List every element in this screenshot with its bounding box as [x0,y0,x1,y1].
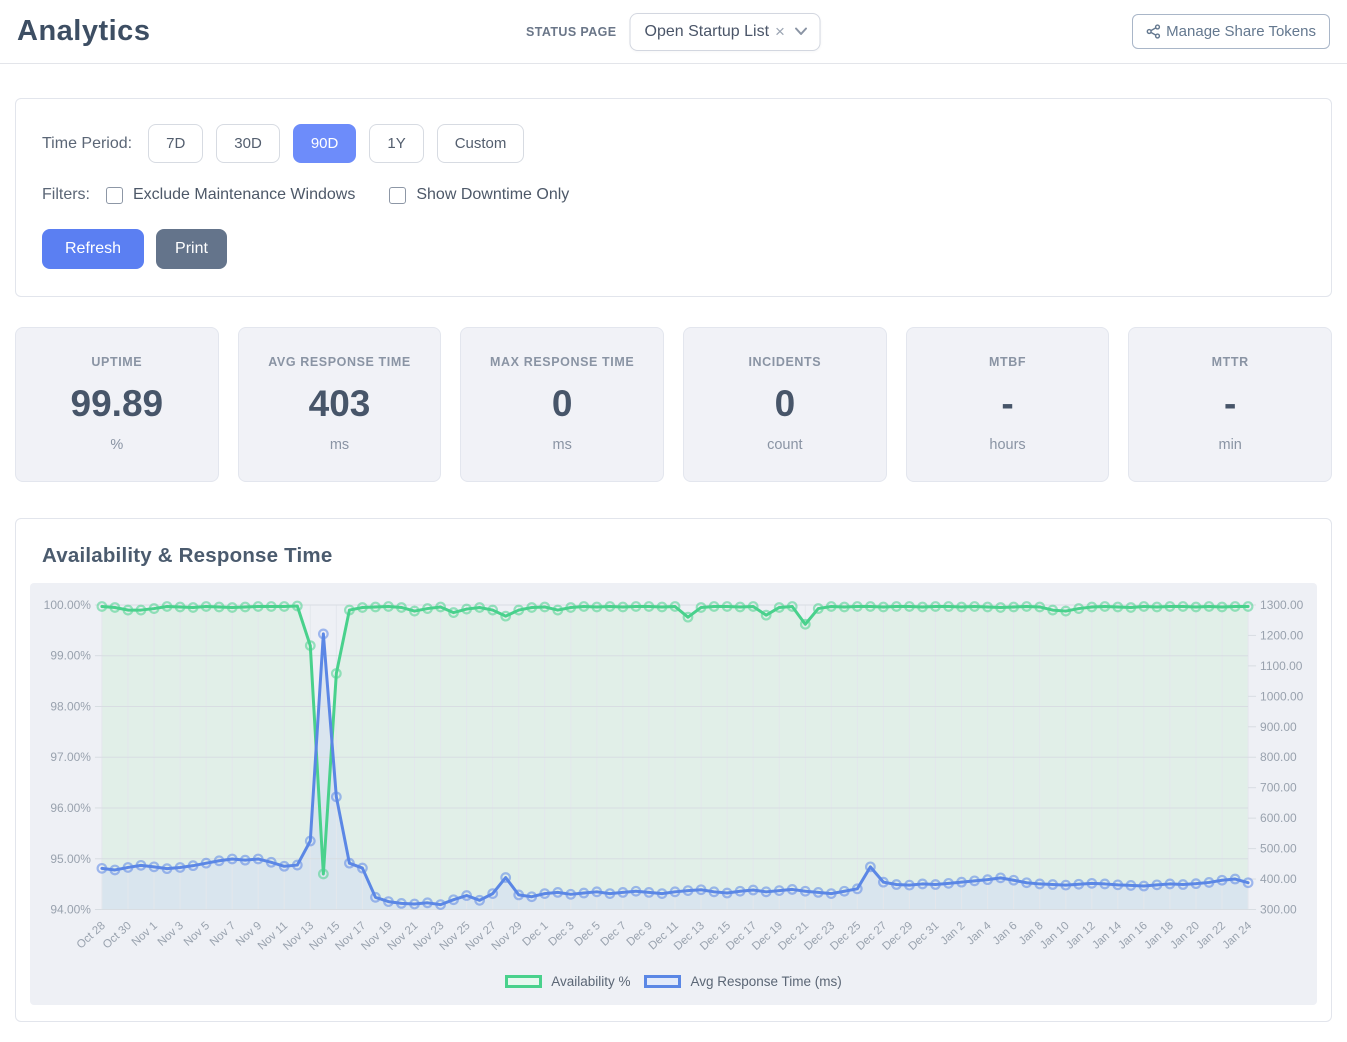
svg-text:Jan 2: Jan 2 [939,920,968,948]
exclude-maintenance-checkbox[interactable] [106,186,123,204]
time-period-button-1y[interactable]: 1Y [369,124,424,163]
svg-text:Jan 6: Jan 6 [991,920,1020,948]
chart-title: Availability & Response Time [42,544,333,567]
svg-text:Oct 28: Oct 28 [75,920,108,952]
svg-text:Dec 7: Dec 7 [599,920,629,949]
svg-text:98.00%: 98.00% [50,700,91,714]
metric-card-incidents: INCIDENTS 0 count [683,327,887,482]
time-period-button-30d[interactable]: 30D [216,124,280,163]
svg-text:1300.00: 1300.00 [1260,598,1304,612]
metric-unit: ms [552,437,572,453]
svg-text:600.00: 600.00 [1260,811,1297,825]
metric-label: AVG RESPONSE TIME [268,355,411,369]
svg-text:Dec 5: Dec 5 [573,920,603,949]
metric-unit: count [767,437,803,453]
metric-card-avg-response: AVG RESPONSE TIME 403 ms [237,327,442,482]
chart-legend: Availability % Avg Response Time (ms) [32,972,1315,999]
metric-unit: min [1218,437,1242,453]
time-period-row: Time Period: 7D 30D 90D 1Y Custom [42,124,1305,163]
metric-value: - [1224,383,1237,424]
svg-text:1200.00: 1200.00 [1260,628,1304,642]
chart-area: 100.00% 99.00% 98.00% 97.00% 96.00% 95.00% 94.… [30,583,1317,1006]
svg-text:1100.00: 1100.00 [1260,659,1303,673]
svg-text:Dec 3: Dec 3 [547,920,577,949]
metric-label: INCIDENTS [748,355,822,369]
svg-text:900.00: 900.00 [1260,720,1297,734]
availability-legend-swatch [505,975,543,989]
status-page-label: STATUS PAGE [526,24,617,39]
top-bar: Analytics STATUS PAGE Open Startup List … [0,0,1347,64]
svg-text:Nov 5: Nov 5 [182,920,212,949]
legend-item-response-time[interactable]: Avg Response Time (ms) [644,974,842,990]
metric-value: - [1001,383,1014,424]
svg-text:96.00%: 96.00% [50,801,91,815]
filter-panel: Time Period: 7D 30D 90D 1Y Custom Filter… [15,98,1332,297]
svg-text:500.00: 500.00 [1260,842,1297,856]
time-period-label: Time Period: [42,134,133,152]
time-period-button-90d[interactable]: 90D [292,124,357,163]
show-downtime-checkbox-group[interactable]: Show Downtime Only [389,186,569,204]
svg-text:Dec 1: Dec 1 [520,920,550,949]
exclude-maintenance-label: Exclude Maintenance Windows [133,186,356,203]
svg-text:94.00%: 94.00% [50,902,91,916]
page-title: Analytics [17,15,151,47]
manage-share-tokens-label: Manage Share Tokens [1166,23,1316,40]
status-page-selector-group: STATUS PAGE Open Startup List × [526,12,821,51]
metric-card-mtbf: MTBF - hours [905,327,1110,482]
metric-value: 0 [551,383,573,424]
metric-unit: % [110,437,124,453]
response-time-legend-label: Avg Response Time (ms) [690,974,842,990]
metrics-row: UPTIME 99.89 % AVG RESPONSE TIME 403 ms … [15,327,1333,482]
svg-text:300.00: 300.00 [1260,902,1297,916]
metric-value: 0 [774,383,796,424]
svg-text:400.00: 400.00 [1260,872,1297,886]
svg-text:Oct 30: Oct 30 [101,920,134,952]
availability-legend-label: Availability % [551,974,631,990]
metric-label: MTBF [988,355,1027,369]
refresh-button[interactable]: Refresh [42,229,145,269]
print-button[interactable]: Print [156,229,227,269]
svg-text:100.00%: 100.00% [44,598,92,612]
metric-value: 403 [308,383,371,424]
metric-unit: hours [989,437,1026,453]
svg-text:700.00: 700.00 [1260,781,1297,795]
share-icon [1146,24,1161,39]
show-downtime-label: Show Downtime Only [416,186,570,203]
metric-value: 99.89 [70,383,164,424]
svg-text:Jan 24: Jan 24 [1220,919,1254,951]
time-period-button-7d[interactable]: 7D [148,124,204,163]
show-downtime-checkbox[interactable] [389,186,407,204]
filters-row: Filters: Exclude Maintenance Windows Sho… [42,186,1305,204]
metric-card-max-response: MAX RESPONSE TIME 0 ms [460,327,665,482]
svg-text:Jan 4: Jan 4 [965,919,994,947]
svg-text:95.00%: 95.00% [50,852,91,866]
response-time-legend-swatch [644,975,682,989]
svg-text:800.00: 800.00 [1260,750,1297,764]
filters-label: Filters: [42,186,90,203]
svg-text:Nov 1: Nov 1 [130,920,160,949]
exclude-maintenance-checkbox-group[interactable]: Exclude Maintenance Windows [106,186,355,204]
time-period-button-custom[interactable]: Custom [436,124,525,163]
metric-card-mttr: MTTR - min [1128,327,1333,482]
metric-unit: ms [329,437,350,453]
metric-label: MAX RESPONSE TIME [490,355,635,369]
chevron-down-icon[interactable] [795,27,808,36]
svg-text:Nov 7: Nov 7 [208,920,238,949]
status-page-selected-value: Open Startup List [644,22,770,40]
legend-item-availability[interactable]: Availability % [505,974,630,989]
status-page-select[interactable]: Open Startup List × [629,12,821,51]
actions-row: Refresh Print [42,229,1305,269]
metric-label: MTTR [1211,355,1249,369]
metric-label: UPTIME [91,355,143,369]
availability-response-chart: 100.00% 99.00% 98.00% 97.00% 96.00% 95.00% 94.… [44,598,1304,953]
metric-card-uptime: UPTIME 99.89 % [15,327,219,482]
manage-share-tokens-button[interactable]: Manage Share Tokens [1132,14,1330,49]
svg-text:97.00%: 97.00% [50,750,91,764]
clear-selection-icon[interactable]: × [775,22,785,41]
svg-text:99.00%: 99.00% [50,649,91,663]
chart-panel: Availability & Response Time 100.00% 99.0… [15,518,1332,1023]
svg-text:Nov 3: Nov 3 [156,920,186,949]
svg-text:1000.00: 1000.00 [1260,689,1304,703]
